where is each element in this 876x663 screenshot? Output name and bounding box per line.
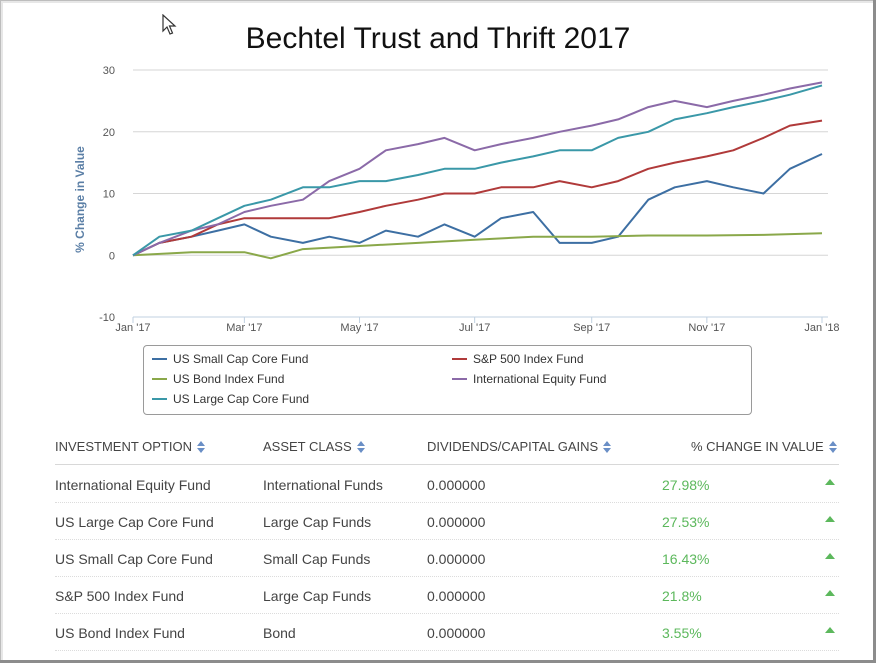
- cell-dividends: 0.000000: [427, 625, 486, 641]
- series-line: [132, 119, 823, 257]
- series-line: [132, 81, 823, 257]
- x-tick-label: Jan '18: [804, 322, 839, 334]
- legend-item-sp500[interactable]: S&P 500 Index Fund: [452, 352, 584, 366]
- cell-option: US Small Cap Core Fund: [55, 551, 213, 567]
- chart-legend: US Small Cap Core Fund S&P 500 Index Fun…: [143, 345, 752, 415]
- table-header: INVESTMENT OPTION ASSET CLASS DIVIDENDS/…: [55, 438, 839, 465]
- y-tick-label: 10: [103, 189, 115, 201]
- y-tick-label: 0: [109, 250, 115, 262]
- legend-item-bond[interactable]: US Bond Index Fund: [152, 372, 284, 386]
- y-tick-label: 30: [103, 65, 115, 77]
- chart-title: Bechtel Trust and Thrift 2017: [245, 22, 631, 55]
- column-header-label: DIVIDENDS/CAPITAL GAINS: [427, 439, 599, 454]
- legend-label: US Bond Index Fund: [173, 372, 285, 386]
- triangle-up-icon: [825, 516, 835, 522]
- triangle-up-icon: [825, 627, 835, 633]
- legend-label: International Equity Fund: [473, 372, 607, 386]
- sort-arrows-icon[interactable]: [828, 440, 837, 453]
- table-row[interactable]: US Small Cap Core Fund Small Cap Funds 0…: [55, 539, 839, 577]
- y-tick-label: -10: [99, 312, 115, 324]
- x-tick-label: Nov '17: [688, 322, 725, 334]
- legend-item-international[interactable]: International Equity Fund: [452, 372, 606, 386]
- triangle-up-icon: [825, 553, 835, 559]
- legend-swatch: [152, 378, 167, 380]
- y-axis-label: % Change in Value: [73, 146, 87, 253]
- sort-arrows-icon[interactable]: [356, 440, 365, 453]
- series-line: [132, 232, 823, 260]
- legend-item-small-cap[interactable]: US Small Cap Core Fund: [152, 352, 308, 366]
- cell-asset-class: International Funds: [263, 477, 383, 493]
- x-tick-label: May '17: [340, 322, 378, 334]
- legend-swatch: [152, 398, 167, 400]
- table-row[interactable]: International Equity Fund International …: [55, 465, 839, 503]
- cell-option: US Bond Index Fund: [55, 625, 185, 641]
- cell-dividends: 0.000000: [427, 588, 486, 604]
- cell-asset-class: Bond: [263, 625, 296, 641]
- column-header-asset-class[interactable]: ASSET CLASS: [263, 439, 365, 454]
- cell-change: 21.8%: [662, 588, 702, 604]
- legend-swatch: [452, 378, 467, 380]
- mouse-pointer-icon: [162, 14, 177, 35]
- cell-asset-class: Large Cap Funds: [263, 514, 372, 530]
- table-row[interactable]: US Bond Index Fund Bond 0.000000 3.55%: [55, 613, 839, 651]
- legend-swatch: [452, 358, 467, 360]
- cell-change: 16.43%: [662, 551, 710, 567]
- cell-change: 3.55%: [662, 625, 702, 641]
- cell-change: 27.98%: [662, 477, 710, 493]
- frame-shadow-right: [873, 0, 876, 663]
- x-tick-label: Sep '17: [573, 322, 610, 334]
- y-tick-label: 20: [103, 127, 115, 139]
- sort-arrows-icon[interactable]: [197, 440, 205, 453]
- column-header-change[interactable]: % CHANGE IN VALUE: [691, 439, 837, 454]
- legend-item-large-cap[interactable]: US Large Cap Core Fund: [152, 392, 309, 406]
- cell-dividends: 0.000000: [427, 477, 486, 493]
- cell-dividends: 0.000000: [427, 514, 486, 530]
- cell-dividends: 0.000000: [427, 551, 486, 567]
- x-tick-label: Jul '17: [459, 322, 490, 334]
- cell-change: 27.53%: [662, 514, 710, 530]
- x-tick-label: Mar '17: [226, 322, 262, 334]
- legend-label: S&P 500 Index Fund: [473, 352, 584, 366]
- x-tick-label: Jan '17: [115, 322, 150, 334]
- cell-asset-class: Small Cap Funds: [263, 551, 371, 567]
- cell-option: S&P 500 Index Fund: [55, 588, 184, 604]
- cell-asset-class: Large Cap Funds: [263, 588, 372, 604]
- column-header-dividends[interactable]: DIVIDENDS/CAPITAL GAINS: [427, 439, 612, 454]
- column-header-label: % CHANGE IN VALUE: [691, 439, 824, 454]
- legend-swatch: [152, 358, 167, 360]
- series-line: [132, 153, 823, 257]
- series-line: [132, 84, 823, 257]
- triangle-up-icon: [825, 590, 835, 596]
- legend-label: US Small Cap Core Fund: [173, 352, 309, 366]
- table-row[interactable]: US Large Cap Core Fund Large Cap Funds 0…: [55, 502, 839, 540]
- column-header-label: INVESTMENT OPTION: [55, 439, 192, 454]
- table-row[interactable]: S&P 500 Index Fund Large Cap Funds 0.000…: [55, 576, 839, 614]
- legend-label: US Large Cap Core Fund: [173, 392, 310, 406]
- cell-option: US Large Cap Core Fund: [55, 514, 214, 530]
- frame-shadow-bottom: [0, 660, 876, 663]
- column-header-label: ASSET CLASS: [263, 439, 352, 454]
- sort-arrows-icon[interactable]: [603, 440, 612, 453]
- triangle-up-icon: [825, 479, 835, 485]
- cell-option: International Equity Fund: [55, 477, 211, 493]
- column-header-option[interactable]: INVESTMENT OPTION: [55, 439, 205, 454]
